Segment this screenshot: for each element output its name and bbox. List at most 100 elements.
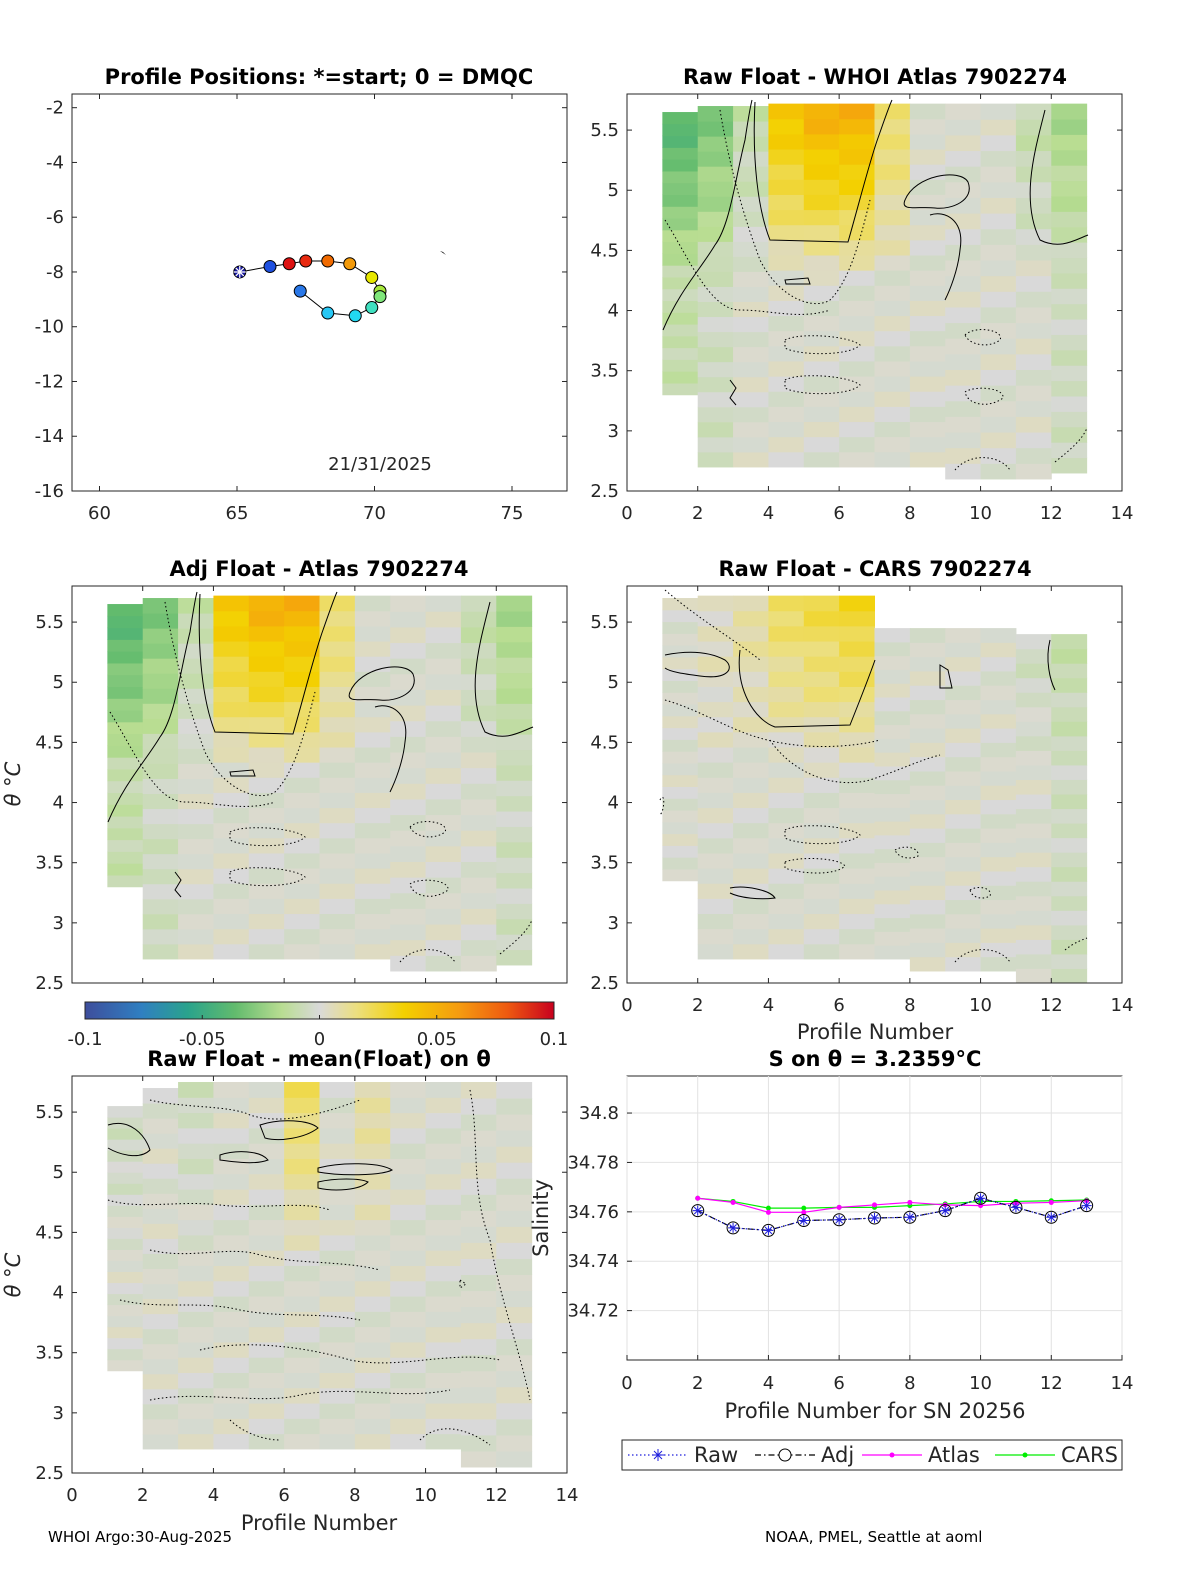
heatmap-cell bbox=[496, 934, 533, 951]
heatmap-cell bbox=[909, 133, 946, 150]
heatmap-cell bbox=[425, 1204, 462, 1221]
heatmap-cell bbox=[390, 1204, 427, 1221]
heatmap-cell bbox=[980, 306, 1017, 324]
heatmap-cell bbox=[107, 674, 144, 688]
heatmap-cell bbox=[248, 747, 285, 763]
raw-marker bbox=[1081, 1200, 1092, 1211]
heatmap-cell bbox=[425, 1326, 462, 1343]
heatmap-cell bbox=[142, 883, 179, 900]
heatmap-cell bbox=[662, 206, 699, 219]
heatmap-cell bbox=[178, 1189, 214, 1205]
heatmap-cell bbox=[425, 1341, 462, 1358]
heatmap-cell bbox=[1051, 837, 1088, 853]
heatmap-cell bbox=[425, 1250, 462, 1266]
heatmap-cell bbox=[1015, 463, 1052, 480]
heatmap-cell bbox=[874, 391, 911, 407]
heatmap-cell bbox=[1015, 953, 1052, 969]
raw-marker bbox=[692, 1205, 703, 1216]
heatmap-cell bbox=[319, 1403, 356, 1419]
heatmap-cell bbox=[142, 1328, 179, 1345]
legend-label-atlas: Atlas bbox=[928, 1443, 980, 1467]
heatmap-cell bbox=[733, 656, 769, 672]
contour-line bbox=[664, 219, 831, 315]
heatmap-cell bbox=[390, 1326, 427, 1343]
heatmap-cell bbox=[425, 1189, 462, 1205]
contour-line bbox=[229, 1419, 281, 1441]
heatmap-cell bbox=[284, 777, 320, 793]
heatmap-cell bbox=[980, 942, 1017, 958]
heatmap-cell bbox=[354, 1250, 391, 1266]
y-tick-label: 4 bbox=[608, 793, 619, 814]
heatmap-cell bbox=[319, 928, 356, 945]
heatmap-cell bbox=[768, 928, 805, 945]
heatmap-cell bbox=[733, 837, 769, 854]
heatmap-cell bbox=[354, 731, 391, 748]
heatmap-cell bbox=[768, 943, 805, 960]
heatmap-cell bbox=[107, 1161, 144, 1173]
heatmap-cell bbox=[1015, 416, 1052, 433]
heatmap-cell bbox=[945, 181, 982, 198]
heatmap-cell bbox=[1051, 953, 1088, 969]
heatmap-cell bbox=[662, 359, 699, 372]
contour-line bbox=[499, 919, 533, 955]
heatmap-cell bbox=[496, 1162, 533, 1179]
salinity-xlabel: Profile Number for SN 20256 bbox=[724, 1399, 1025, 1423]
y-tick-label: 5.5 bbox=[590, 612, 619, 633]
heatmap-cell bbox=[248, 1082, 285, 1098]
heatmap-cell bbox=[248, 928, 285, 945]
heatmap-cell bbox=[909, 345, 946, 362]
heatmap-cell bbox=[460, 1338, 497, 1356]
raw-cars-dotted-contours bbox=[659, 589, 1088, 963]
heatmap-cell bbox=[107, 816, 144, 829]
heatmap-cell bbox=[839, 777, 875, 793]
heatmap-cell bbox=[697, 421, 734, 438]
heatmap-cell bbox=[319, 716, 356, 733]
heatmap-cell bbox=[319, 1143, 356, 1159]
raw-marker bbox=[728, 1222, 739, 1233]
raw-marker bbox=[1010, 1202, 1021, 1213]
heatmap-cell bbox=[142, 1268, 179, 1285]
heatmap-cell bbox=[874, 945, 911, 960]
heatmap-cell bbox=[496, 595, 533, 612]
contour-line bbox=[784, 858, 846, 874]
heatmap-cell bbox=[354, 852, 391, 869]
heatmap-cell bbox=[248, 1189, 285, 1205]
heatmap-cell bbox=[662, 774, 699, 788]
heatmap-cell bbox=[284, 868, 320, 884]
adj-marker bbox=[938, 1204, 952, 1218]
y-tick-label: 4.5 bbox=[590, 240, 619, 261]
heatmap-cell bbox=[425, 1433, 462, 1450]
heatmap-cell bbox=[662, 265, 699, 278]
heatmap-cell bbox=[945, 432, 982, 449]
heatmap-cell bbox=[768, 149, 805, 165]
heatmap-cell bbox=[874, 862, 911, 877]
heatmap-cell bbox=[107, 651, 144, 664]
heatmap-cell bbox=[839, 641, 875, 657]
heatmap-cell bbox=[178, 688, 214, 704]
profile-position-marker bbox=[299, 254, 313, 268]
raw-atlas-dotted-contours bbox=[664, 109, 1088, 471]
contour-line bbox=[903, 174, 970, 209]
heatmap-cell bbox=[697, 747, 734, 763]
heatmap-cell bbox=[1051, 211, 1088, 228]
heatmap-cell bbox=[425, 1372, 462, 1389]
contour-line bbox=[784, 375, 861, 395]
heatmap-cell bbox=[142, 1313, 179, 1330]
x-tick-label: 14 bbox=[1111, 503, 1134, 524]
heatmap-cell bbox=[945, 166, 982, 183]
heatmap-cell bbox=[945, 785, 982, 801]
y-tick-label: 3.5 bbox=[35, 853, 64, 874]
heatmap-cell bbox=[460, 1322, 497, 1340]
y-tick-label: 3.5 bbox=[590, 853, 619, 874]
heatmap-cell bbox=[697, 898, 734, 915]
heatmap-cell bbox=[697, 792, 734, 809]
heatmap-cell bbox=[980, 322, 1017, 339]
heatmap-cell bbox=[178, 748, 214, 764]
heatmap-cell bbox=[803, 656, 840, 672]
heatmap-cell bbox=[107, 1271, 144, 1284]
heatmap-cell bbox=[980, 353, 1017, 370]
heatmap-cell bbox=[839, 595, 875, 612]
heatmap-cell bbox=[945, 770, 982, 786]
heatmap-cell bbox=[980, 628, 1017, 643]
heatmap-cell bbox=[909, 928, 946, 943]
